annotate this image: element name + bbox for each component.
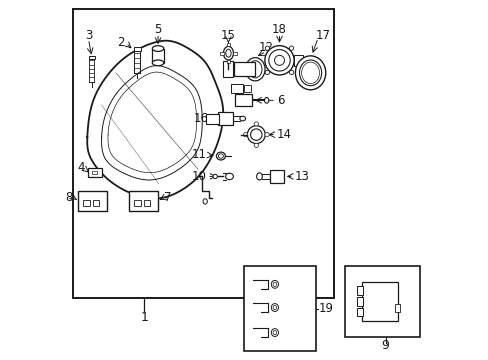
Bar [134, 200, 141, 206]
Ellipse shape [264, 46, 269, 50]
Ellipse shape [264, 98, 268, 103]
Text: 7: 7 [164, 191, 171, 204]
Ellipse shape [225, 173, 233, 180]
Bar [83, 200, 90, 206]
Bar [134, 47, 141, 51]
Bar [226, 60, 230, 63]
Text: 16: 16 [193, 112, 208, 125]
Bar [73, 9, 333, 298]
Text: 14: 14 [276, 128, 291, 141]
Bar [269, 170, 283, 183]
Ellipse shape [274, 55, 284, 65]
Bar [226, 43, 230, 46]
Ellipse shape [245, 58, 264, 81]
FancyBboxPatch shape [244, 85, 250, 92]
Text: 17: 17 [315, 29, 330, 42]
Ellipse shape [254, 122, 258, 126]
Text: 15: 15 [221, 29, 235, 42]
Ellipse shape [272, 330, 276, 335]
Bar [356, 287, 363, 295]
FancyBboxPatch shape [129, 192, 158, 211]
Ellipse shape [203, 199, 207, 204]
Ellipse shape [264, 132, 268, 137]
Text: 1: 1 [140, 311, 148, 324]
Ellipse shape [213, 174, 217, 179]
Ellipse shape [248, 61, 262, 78]
Bar [394, 304, 399, 312]
Text: 18: 18 [271, 23, 286, 36]
Bar [88, 56, 95, 59]
Ellipse shape [254, 143, 258, 148]
Ellipse shape [250, 129, 262, 140]
Ellipse shape [152, 60, 163, 66]
Bar [220, 52, 224, 55]
Ellipse shape [268, 50, 290, 71]
Bar [93, 200, 99, 206]
Ellipse shape [295, 56, 325, 90]
Ellipse shape [299, 60, 321, 86]
Bar [233, 52, 236, 55]
Ellipse shape [272, 305, 276, 310]
Bar [223, 62, 233, 77]
Ellipse shape [225, 49, 231, 57]
Ellipse shape [218, 154, 223, 158]
Text: 12: 12 [258, 41, 273, 54]
FancyBboxPatch shape [78, 192, 107, 211]
Ellipse shape [301, 62, 319, 84]
Text: 3: 3 [84, 29, 92, 42]
Text: 5: 5 [154, 23, 162, 36]
FancyBboxPatch shape [88, 168, 102, 177]
Ellipse shape [264, 46, 294, 75]
Bar [362, 282, 397, 321]
Ellipse shape [271, 303, 278, 311]
Polygon shape [87, 41, 223, 199]
Bar [92, 171, 97, 174]
Bar [344, 266, 419, 337]
Bar [206, 113, 218, 123]
Bar [217, 112, 233, 125]
Ellipse shape [223, 46, 233, 60]
Ellipse shape [152, 46, 163, 51]
Ellipse shape [256, 173, 262, 180]
Text: 8: 8 [65, 191, 73, 204]
Text: 2: 2 [117, 36, 125, 49]
Bar [234, 94, 251, 107]
Bar [233, 62, 255, 76]
Ellipse shape [272, 282, 276, 287]
Text: 9: 9 [381, 338, 389, 351]
Ellipse shape [264, 70, 269, 75]
Ellipse shape [243, 132, 247, 137]
Ellipse shape [271, 329, 278, 337]
Ellipse shape [240, 116, 245, 121]
Bar [356, 308, 363, 316]
Bar [356, 297, 363, 306]
Ellipse shape [247, 126, 264, 144]
Ellipse shape [289, 46, 293, 50]
Text: 11: 11 [191, 148, 206, 162]
Text: 4: 4 [77, 161, 84, 174]
Bar [152, 49, 163, 63]
Text: 13: 13 [294, 170, 309, 183]
Text: 6: 6 [276, 94, 284, 107]
Text: 19: 19 [318, 302, 333, 315]
Ellipse shape [216, 152, 225, 160]
Bar [143, 200, 150, 206]
Bar [294, 55, 303, 66]
Text: 10: 10 [191, 170, 206, 183]
Ellipse shape [271, 280, 278, 288]
FancyBboxPatch shape [231, 84, 242, 93]
Ellipse shape [289, 70, 293, 75]
Bar [244, 266, 315, 351]
